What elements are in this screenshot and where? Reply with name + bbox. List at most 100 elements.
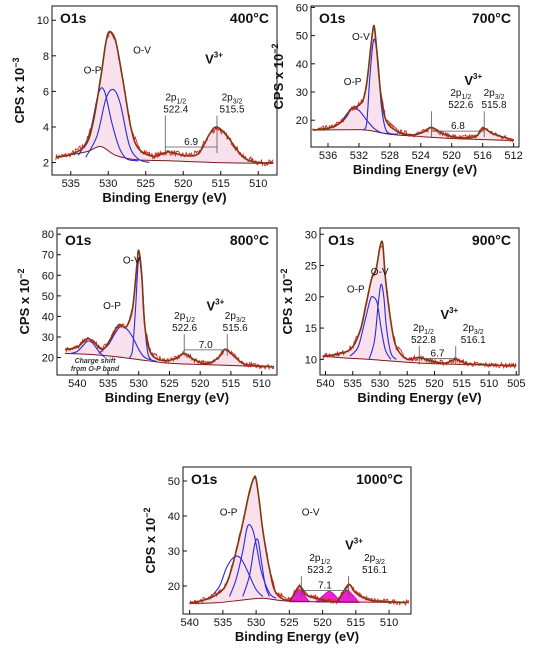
xps-panel-800C: 540 535 530 525 520 515 510 20 30 40 50 60 70 80 Bindi…	[16, 227, 278, 405]
fitted-envelope	[189, 475, 410, 605]
peak-label-o-p: O-P	[84, 66, 102, 77]
xps-panel-700C: 536 532 528 524 520 516 512 20 30 40 50 60 Binding E…	[270, 2, 523, 177]
x-tick-label: 524	[412, 150, 430, 162]
splitting-value: 7.0	[199, 340, 213, 351]
y-tick-label: 30	[305, 229, 317, 241]
y-tick-label: 10	[305, 354, 317, 366]
y-tick-label: 60	[296, 2, 308, 14]
charge-shift-note: Charge shift	[75, 358, 117, 365]
splitting-value: 7.1	[318, 580, 332, 591]
panel-temperature: 800°C	[230, 232, 269, 248]
x-tick-label: 510	[480, 378, 498, 390]
panel-temperature: 900°C	[472, 232, 511, 248]
y-tick-label: 20	[305, 292, 317, 304]
x-tick-label: 515	[453, 378, 471, 390]
y-tick-label: 10	[37, 15, 49, 27]
plot-area	[64, 249, 275, 371]
y-axis-label: CPS x 10−2	[279, 269, 295, 335]
peak-label-o-v: O-V	[302, 508, 320, 519]
envelope-shading	[65, 250, 274, 367]
splitting-value: 6.9	[184, 137, 198, 148]
peak-label-o-p: O-P	[220, 508, 238, 519]
v3-label: V3+	[207, 297, 225, 313]
component-peak-O-P	[349, 295, 392, 360]
x-tick-label: 540	[68, 378, 86, 390]
component-peak-O-P	[209, 555, 264, 599]
plot-area	[55, 30, 274, 167]
x-axis-label: Binding Energy (eV)	[357, 390, 481, 405]
component-peak-O-P	[98, 325, 158, 363]
xps-panel-400C: 535 530 525 520 515 510 2 4 6 8 10 Binding Energy (…	[11, 5, 278, 205]
x-tick-label: 515	[212, 178, 230, 190]
y-tick-label: 20	[42, 353, 54, 365]
y-axis-label: CPS x 10−2	[270, 44, 286, 110]
v3-label: V3+	[205, 50, 223, 66]
panel-temperature: 400°C	[230, 10, 269, 26]
y-tick-label: 30	[42, 332, 54, 344]
x-tick-label: 535	[99, 378, 117, 390]
x-tick-label: 525	[160, 378, 178, 390]
panel-title: O1s	[191, 471, 218, 487]
plot-area	[189, 475, 410, 607]
y-tick-label: 50	[42, 291, 54, 303]
y-tick-label: 80	[42, 229, 54, 241]
x-tick-label: 520	[313, 617, 331, 629]
y-axis-label: CPS x 10−2	[142, 508, 158, 574]
x-tick-label: 520	[174, 178, 192, 190]
x-tick-label: 520	[443, 150, 461, 162]
label-2p12-value: 522.8	[411, 335, 436, 346]
x-tick-label: 520	[425, 378, 443, 390]
y-tick-label: 2	[43, 158, 49, 170]
plot-frame	[310, 5, 520, 148]
x-tick-label: 510	[252, 378, 270, 390]
label-2p32-value: 516.1	[362, 565, 387, 576]
x-axis-label: Binding Energy (eV)	[353, 162, 477, 177]
y-tick-label: 60	[42, 270, 54, 282]
label-2p32-value: 516.1	[461, 335, 486, 346]
component-peak-O-V	[368, 283, 397, 360]
component-peak-O-V	[85, 88, 150, 164]
label-2p32-value: 515.6	[223, 323, 248, 334]
x-tick-label: 525	[280, 617, 298, 629]
x-tick-label: 535	[62, 178, 80, 190]
plot-frame	[182, 466, 412, 615]
y-tick-label: 25	[305, 261, 317, 273]
x-tick-label: 540	[180, 617, 198, 629]
x-tick-label: 510	[249, 178, 267, 190]
y-tick-label: 15	[305, 323, 317, 335]
x-tick-label: 516	[473, 150, 491, 162]
splitting-value: 6.8	[451, 121, 465, 132]
label-2p12-value: 522.6	[172, 323, 197, 334]
x-tick-label: 515	[222, 378, 240, 390]
x-tick-label: 505	[507, 378, 525, 390]
x-tick-label: 525	[137, 178, 155, 190]
charge-shift-note-2: from O-P band	[71, 366, 120, 373]
background-line	[64, 352, 274, 368]
envelope-shading	[322, 241, 517, 366]
label-2p12-value: 522.6	[448, 100, 473, 111]
plot-frame	[51, 5, 278, 176]
envelope-shading	[312, 25, 514, 141]
y-tick-label: 8	[43, 51, 49, 63]
x-tick-label: 535	[214, 617, 232, 629]
y-tick-label: 6	[43, 86, 49, 98]
splitting-value: 6.7	[431, 349, 445, 360]
y-axis-label: CPS x 10−3	[11, 58, 27, 124]
peak-label-o-p: O-P	[347, 285, 365, 296]
component-peak-O-V	[228, 524, 277, 599]
x-tick-label: 520	[191, 378, 209, 390]
y-axis-label: CPS x 10−2	[16, 269, 32, 335]
plot-frame	[56, 227, 278, 376]
peak-label-o-v: O-V	[123, 255, 141, 266]
x-tick-label: 525	[398, 378, 416, 390]
y-tick-label: 40	[296, 59, 308, 71]
x-tick-label: 528	[381, 150, 399, 162]
peak-label-o-v: O-V	[133, 45, 151, 56]
y-tick-label: 4	[43, 122, 49, 134]
label-2p12-value: 522.4	[163, 105, 188, 116]
xps-panel-1000C: 540 535 530 525 520 515 510 20 30 40 50 Binding Ene…	[142, 466, 412, 644]
x-tick-label: 530	[371, 378, 389, 390]
y-tick-label: 20	[168, 581, 180, 593]
x-tick-label: 512	[504, 150, 522, 162]
